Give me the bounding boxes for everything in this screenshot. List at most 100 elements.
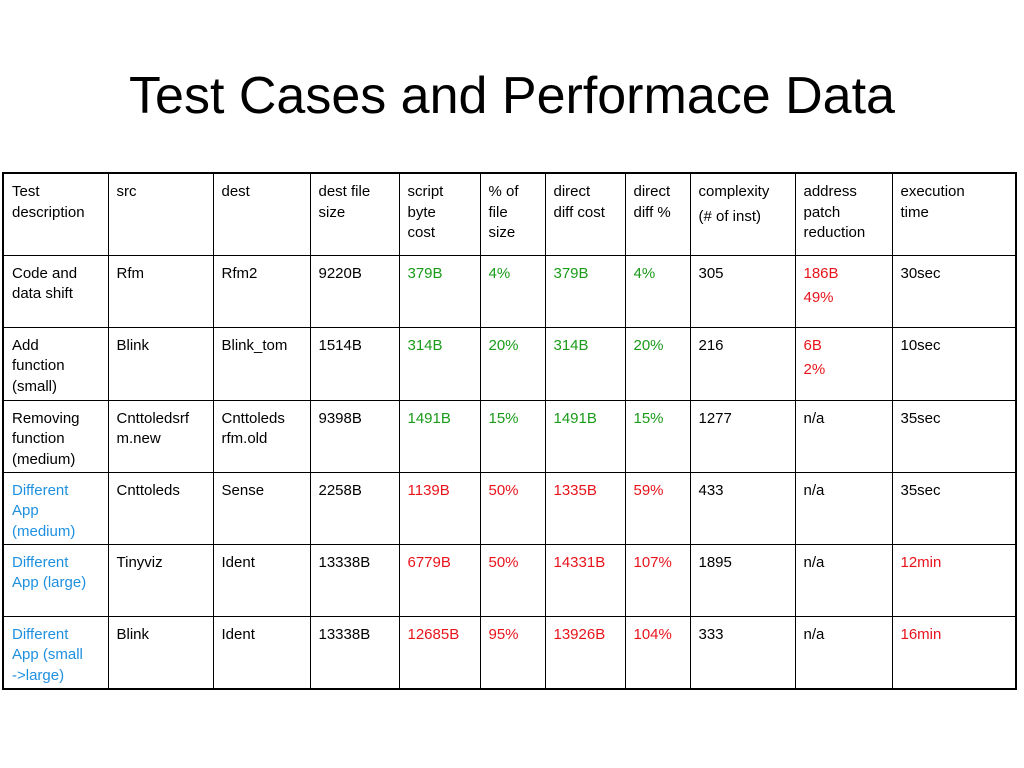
cell-dest-text: Ident bbox=[221, 625, 255, 643]
cell-address-patch-reduction-text: n/a bbox=[803, 625, 825, 643]
cell-test-description-text: ->large) bbox=[12, 666, 65, 684]
cell-dest-file-size: 13338B bbox=[309, 543, 400, 617]
cell-dest-text: Cnttoleds bbox=[221, 409, 285, 427]
cell-direct-diff-pct-text: 4% bbox=[633, 264, 656, 282]
cell-complexity: 305 bbox=[689, 254, 796, 328]
cell-pct-of-file-size-text: 20% bbox=[488, 336, 519, 354]
cell-src-text: Cnttoleds bbox=[116, 481, 180, 499]
cell-dest-file-size-text: 13338B bbox=[318, 553, 371, 571]
cell-script-byte-cost: 12685B bbox=[398, 615, 481, 690]
cell-direct-diff-pct: 107% bbox=[624, 543, 691, 617]
cell-dest-text: rfm.old bbox=[221, 430, 268, 447]
cell-complexity-text: 305 bbox=[698, 264, 724, 282]
cell-direct-diff-cost-text: 314B bbox=[553, 336, 589, 354]
header-direct-diff-pct-text: direct bbox=[633, 183, 671, 200]
cell-src: Cnttoledsrf m.new bbox=[107, 399, 214, 473]
cell-test-description-text: function bbox=[12, 357, 65, 374]
cell-address-patch-reduction: n/a bbox=[794, 615, 893, 690]
cell-execution-time-text: 35sec bbox=[900, 481, 941, 499]
cell-execution-time-text: 35sec bbox=[900, 409, 941, 427]
cell-pct-of-file-size: 15% bbox=[479, 399, 546, 473]
cell-test-description: Code and data shift bbox=[2, 254, 109, 328]
cell-script-byte-cost-text: 12685B bbox=[407, 625, 460, 643]
cell-complexity: 1277 bbox=[689, 399, 796, 473]
cell-pct-of-file-size-text: 50% bbox=[488, 481, 519, 499]
cell-dest-file-size-text: 1514B bbox=[318, 336, 362, 354]
cell-pct-of-file-size: 50% bbox=[479, 543, 546, 617]
cell-execution-time: 35sec bbox=[891, 399, 1017, 473]
cell-direct-diff-pct: 104% bbox=[624, 615, 691, 690]
header-script-byte-cost-text: byte bbox=[407, 203, 436, 221]
cell-execution-time-text: 16min bbox=[900, 625, 942, 643]
cell-pct-of-file-size-text: 4% bbox=[488, 264, 511, 282]
cell-dest-file-size: 2258B bbox=[309, 471, 400, 545]
cell-address-patch-reduction-text: 6B bbox=[803, 336, 822, 354]
cell-dest-file-size: 9220B bbox=[309, 254, 400, 328]
cell-test-description: Add function (small) bbox=[2, 326, 109, 401]
table-row: Add function (small) Blink Blink_tom 1514B 314… bbox=[2, 326, 1017, 401]
table-row: Different App (medium) Cnttoleds Sense 2258B 1… bbox=[2, 471, 1017, 545]
cell-script-byte-cost-text: 1491B bbox=[407, 409, 451, 427]
cell-direct-diff-pct: 20% bbox=[624, 326, 691, 401]
cell-address-patch-reduction: 6B 2% bbox=[794, 326, 893, 401]
cell-dest-file-size-text: 9398B bbox=[318, 409, 362, 427]
cell-test-description-text: Add bbox=[12, 336, 39, 354]
cell-address-patch-reduction: n/a bbox=[794, 471, 893, 545]
cell-direct-diff-cost-text: 1491B bbox=[553, 409, 597, 427]
cell-dest: Sense bbox=[212, 471, 311, 545]
cell-script-byte-cost: 6779B bbox=[398, 543, 481, 617]
cell-dest: Cnttoleds rfm.old bbox=[212, 399, 311, 473]
cell-direct-diff-cost: 14331B bbox=[544, 543, 626, 617]
cell-test-description-text: App (large) bbox=[12, 574, 87, 591]
header-dest-text: dest bbox=[221, 183, 250, 200]
header-pct-of-file-size-text: size bbox=[488, 224, 516, 241]
cell-complexity: 216 bbox=[689, 326, 796, 401]
header-direct-diff-pct: direct diff % bbox=[624, 172, 691, 256]
header-script-byte-cost-text: script bbox=[407, 183, 444, 200]
cell-execution-time-text: 12min bbox=[900, 553, 942, 571]
cell-src: Blink bbox=[107, 615, 214, 690]
header-address-patch-reduction-text: reduction bbox=[803, 224, 866, 241]
cell-test-description-text: Different bbox=[12, 553, 69, 571]
cell-execution-time: 30sec bbox=[891, 254, 1017, 328]
cell-test-description-text: Different bbox=[12, 481, 69, 499]
header-direct-diff-cost-text: direct bbox=[553, 183, 591, 200]
cell-dest-text: Sense bbox=[221, 481, 265, 499]
header-pct-of-file-size: % of file size bbox=[479, 172, 546, 256]
header-test-description-text: description bbox=[12, 203, 85, 221]
cell-pct-of-file-size: 4% bbox=[479, 254, 546, 328]
cell-dest-text: Blink_tom bbox=[221, 336, 288, 354]
header-direct-diff-pct-text: diff % bbox=[633, 203, 671, 221]
cell-pct-of-file-size-text: 50% bbox=[488, 553, 519, 571]
cell-src-text: Blink bbox=[116, 336, 150, 354]
header-test-description: Test description bbox=[2, 172, 109, 256]
cell-src: Blink bbox=[107, 326, 214, 401]
header-direct-diff-cost-text: diff cost bbox=[553, 203, 605, 221]
cell-complexity-text: 1895 bbox=[698, 553, 732, 571]
cell-dest-file-size: 13338B bbox=[309, 615, 400, 690]
cell-script-byte-cost-text: 379B bbox=[407, 264, 443, 282]
cell-direct-diff-cost: 13926B bbox=[544, 615, 626, 690]
cell-test-description-text: Code and bbox=[12, 264, 78, 282]
cell-script-byte-cost: 1491B bbox=[398, 399, 481, 473]
cell-dest-file-size-text: 13338B bbox=[318, 625, 371, 643]
cell-test-description-text: Removing bbox=[12, 409, 80, 427]
header-src-text: src bbox=[116, 183, 137, 200]
cell-dest: Blink_tom bbox=[212, 326, 311, 401]
cell-address-patch-reduction-subtext: 49% bbox=[803, 289, 834, 306]
header-test-description-text: Test bbox=[12, 183, 40, 200]
cell-execution-time-text: 30sec bbox=[900, 264, 941, 282]
cell-src-text: Rfm bbox=[116, 264, 145, 282]
cell-address-patch-reduction-text: n/a bbox=[803, 481, 825, 499]
cell-direct-diff-cost-text: 14331B bbox=[553, 553, 606, 571]
header-dest-file-size: dest file size bbox=[309, 172, 400, 256]
cell-pct-of-file-size-text: 15% bbox=[488, 409, 519, 427]
cell-test-description: Removing function (medium) bbox=[2, 399, 109, 473]
header-dest-file-size-text: size bbox=[318, 203, 346, 221]
header-src: src bbox=[107, 172, 214, 256]
header-row: Test description src dest dest file size scrip… bbox=[2, 172, 1017, 256]
cell-dest: Rfm2 bbox=[212, 254, 311, 328]
cell-pct-of-file-size: 95% bbox=[479, 615, 546, 690]
cell-pct-of-file-size: 50% bbox=[479, 471, 546, 545]
cell-src-text: Cnttoledsrf bbox=[116, 409, 190, 427]
